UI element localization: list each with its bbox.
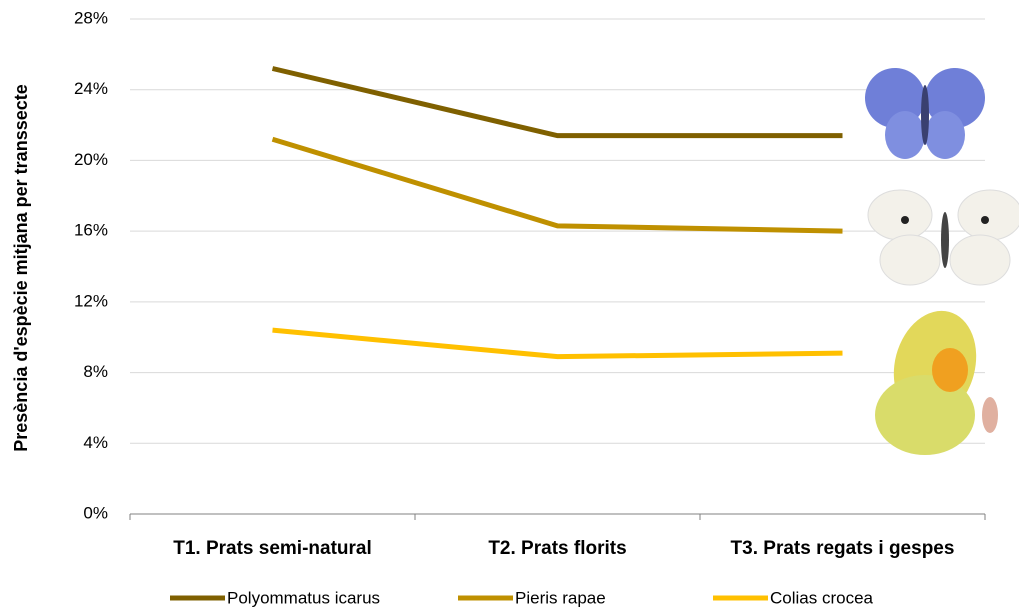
y-tick-label: 16%	[74, 221, 108, 240]
x-tick-label: T3. Prats regats i gespes	[731, 538, 955, 559]
butterfly-icarus	[865, 68, 985, 159]
x-tick-label: T1. Prats semi-natural	[173, 538, 372, 559]
butterfly-rapae	[867, 189, 1019, 286]
y-axis-label: Presència d'espècie mitjana per transsec…	[11, 84, 31, 451]
y-tick-label: 0%	[83, 503, 108, 522]
y-tick-label: 8%	[83, 362, 108, 381]
y-tick-label: 24%	[74, 79, 108, 98]
series-line	[271, 66, 843, 139]
y-tick-label: 4%	[83, 433, 108, 452]
x-tick-label: T2. Prats florits	[488, 538, 626, 559]
legend-label: Pieris rapae	[515, 588, 606, 607]
series-line	[271, 136, 843, 234]
butterfly-crocea	[875, 310, 998, 455]
y-tick-label: 12%	[74, 291, 108, 310]
legend-label: Polyommatus icarus	[227, 588, 380, 607]
y-tick-label: 28%	[74, 8, 108, 27]
series-line	[272, 327, 843, 360]
y-tick-label: 20%	[74, 150, 108, 169]
legend-label: Colias crocea	[770, 588, 874, 607]
